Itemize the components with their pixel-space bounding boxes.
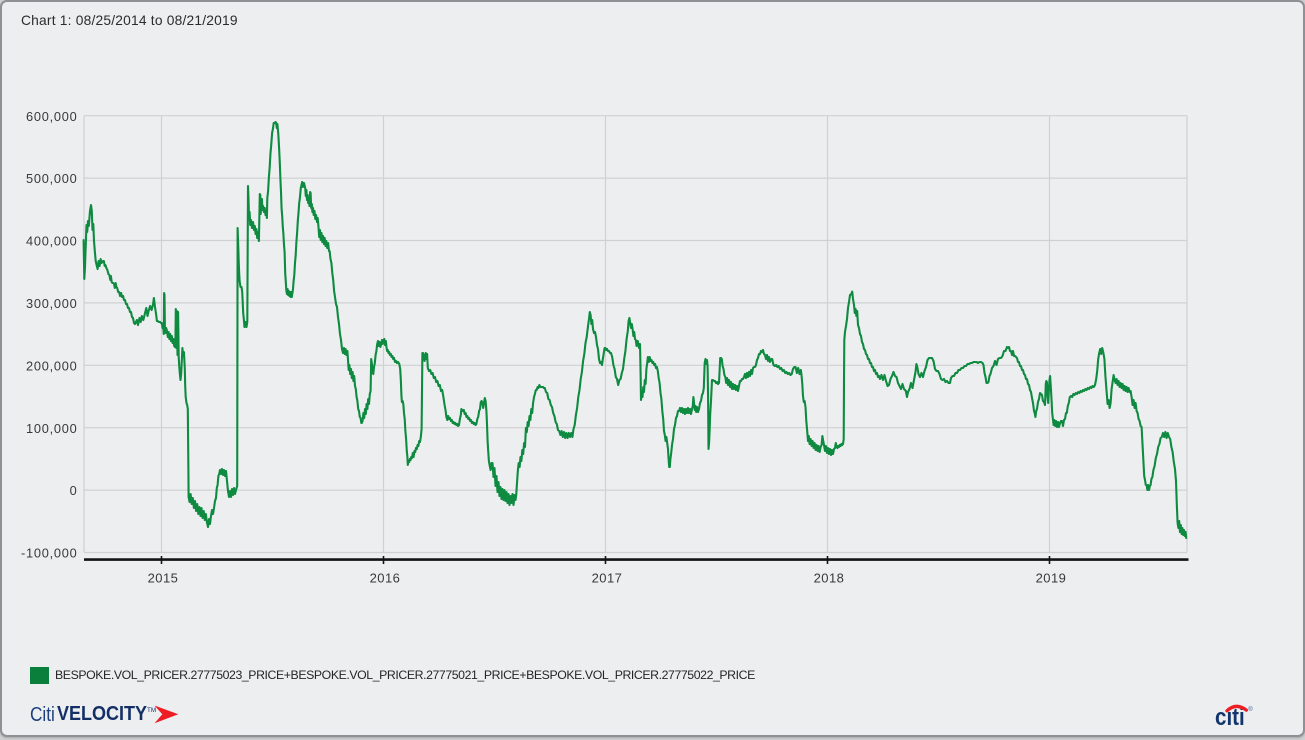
svg-text:2015: 2015 [148, 571, 179, 586]
svg-text:600,000: 600,000 [26, 109, 78, 124]
svg-text:400,000: 400,000 [26, 234, 78, 249]
svg-text:2016: 2016 [370, 571, 401, 586]
svg-text:2019: 2019 [1036, 571, 1067, 586]
svg-text:®: ® [1248, 706, 1253, 713]
svg-text:0: 0 [70, 483, 78, 498]
svg-text:-100,000: -100,000 [21, 546, 78, 561]
svg-text:100,000: 100,000 [26, 421, 78, 436]
svg-text:300,000: 300,000 [26, 296, 78, 311]
svg-text:2018: 2018 [814, 571, 845, 586]
svg-text:2017: 2017 [592, 571, 623, 586]
svg-text:200,000: 200,000 [26, 358, 78, 373]
svg-text:500,000: 500,000 [26, 171, 78, 186]
